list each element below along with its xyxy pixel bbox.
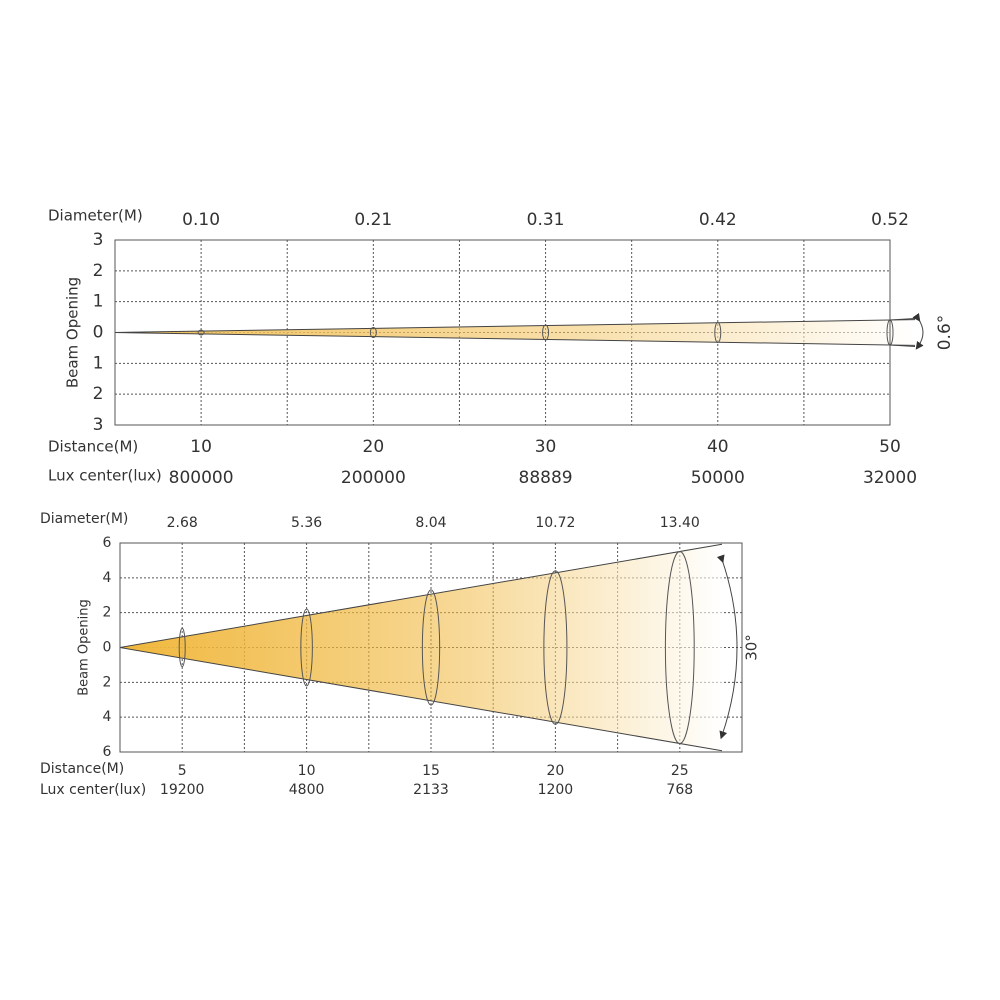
- distance-label: 25: [671, 763, 689, 779]
- diameter-label: 10.72: [535, 515, 575, 531]
- beam-section: [542, 324, 550, 341]
- lux-label: 800000: [169, 468, 234, 488]
- diameter-label: 13.40: [660, 515, 700, 531]
- distance-label: 10: [298, 763, 316, 779]
- plot-frame: [114, 239, 891, 426]
- y-tick-label: 2: [93, 384, 104, 404]
- angle-guide: [889, 344, 916, 347]
- beam-section: [543, 570, 568, 725]
- y-tick-label: 2: [103, 674, 112, 690]
- beam-edge: [114, 319, 916, 333]
- y-tick-label: 4: [103, 709, 112, 725]
- lux-label: 50000: [691, 468, 745, 488]
- y-axis-label: Beam Opening: [77, 599, 92, 696]
- diameter-label: 0.10: [182, 210, 220, 230]
- lux-label: 4800: [289, 782, 325, 798]
- diameter-label: 0.42: [699, 210, 737, 230]
- lux-label: 1200: [538, 782, 574, 798]
- diameter-label: 0.52: [871, 210, 909, 230]
- beam-edge: [114, 332, 916, 346]
- y-tick-label: 4: [103, 570, 112, 586]
- diameter-heading: Diameter(M): [48, 207, 143, 225]
- angle-arc: [912, 312, 924, 350]
- lux-heading: Lux center(lux): [48, 467, 162, 485]
- angle-label: 30°: [743, 634, 761, 661]
- diameter-label: 5.36: [291, 515, 322, 531]
- plot-frame: [119, 542, 743, 753]
- lux-label: 32000: [863, 468, 917, 488]
- distance-label: 20: [546, 763, 564, 779]
- y-tick-label: 1: [93, 292, 104, 312]
- y-tick-label: 2: [103, 605, 112, 621]
- lux-label: 768: [666, 782, 693, 798]
- lux-label: 88889: [519, 468, 573, 488]
- beam: [120, 544, 722, 751]
- beam-section: [300, 608, 313, 687]
- y-tick-label: 2: [93, 261, 104, 281]
- distance-label: 10: [190, 437, 212, 457]
- beam-section: [197, 329, 205, 336]
- lux-label: 19200: [160, 782, 205, 798]
- diameter-heading: Diameter(M): [40, 511, 128, 527]
- lux-label: 200000: [341, 468, 406, 488]
- distance-heading: Distance(M): [48, 438, 138, 456]
- lux-heading: Lux center(lux): [40, 782, 146, 798]
- y-tick-label: 6: [103, 744, 112, 760]
- beam-section: [178, 627, 186, 668]
- beam-section: [714, 321, 722, 344]
- diameter-label: 0.21: [354, 210, 392, 230]
- y-tick-label: 6: [103, 535, 112, 551]
- diameter-label: 2.68: [167, 515, 198, 531]
- y-tick-label: 0: [103, 640, 112, 656]
- distance-label: 50: [879, 437, 901, 457]
- y-tick-label: 3: [93, 415, 104, 435]
- distance-label: 20: [363, 437, 385, 457]
- beam-section: [664, 551, 695, 744]
- beam-section: [421, 589, 441, 706]
- distance-label: 30: [535, 437, 557, 457]
- diameter-label: 0.31: [527, 210, 565, 230]
- y-axis-label: Beam Opening: [64, 277, 82, 388]
- beam-edge: [119, 543, 723, 648]
- beam-section: [369, 326, 377, 339]
- angle-label: 0.6°: [935, 315, 955, 351]
- beam-edge: [119, 647, 723, 752]
- y-tick-label: 3: [93, 230, 104, 250]
- distance-label: 40: [707, 437, 729, 457]
- angle-guide: [889, 318, 916, 321]
- y-tick-label: 0: [93, 323, 104, 343]
- lux-label: 2133: [413, 782, 449, 798]
- diameter-label: 8.04: [415, 515, 446, 531]
- distance-label: 5: [178, 763, 187, 779]
- angle-arc: [716, 554, 738, 740]
- distance-label: 15: [422, 763, 440, 779]
- beam: [115, 319, 915, 346]
- distance-heading: Distance(M): [40, 761, 124, 777]
- y-tick-label: 1: [93, 353, 104, 373]
